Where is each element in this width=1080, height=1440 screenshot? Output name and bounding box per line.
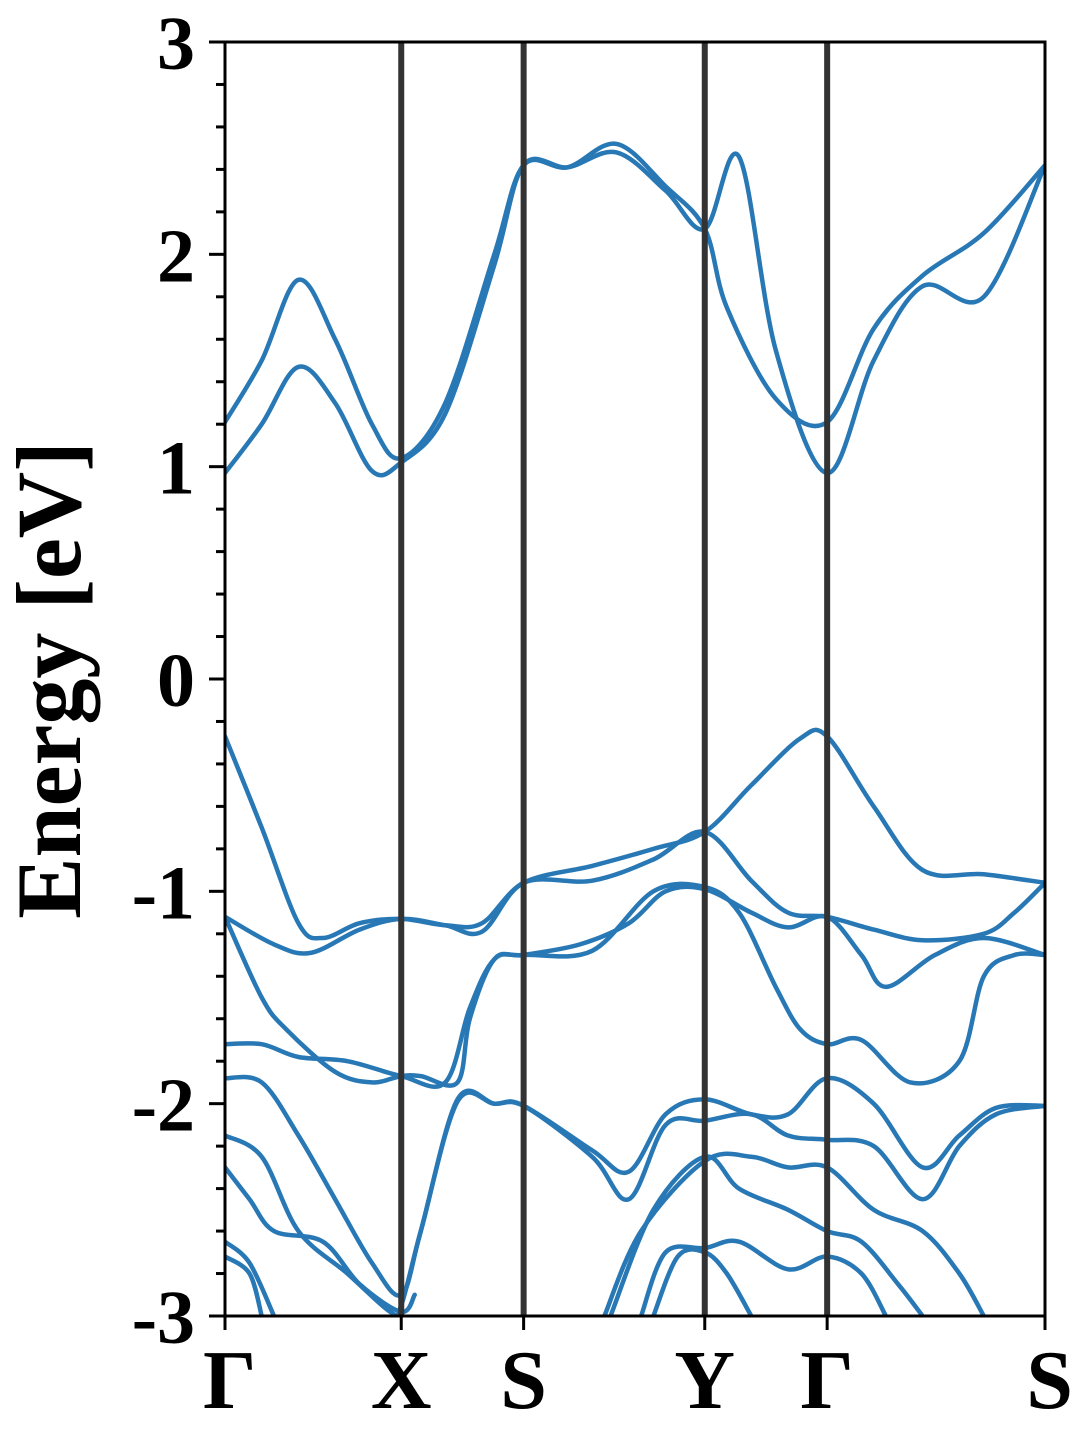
y-tick-label: -3: [132, 1276, 195, 1360]
band-line-11: [225, 1254, 264, 1316]
x-tick-label-1: Γ: [203, 1334, 256, 1427]
band-line-1: [225, 141, 1045, 461]
band-line-2: [225, 149, 1045, 478]
y-tick-label: 0: [157, 639, 195, 723]
bands-layer: [225, 141, 1045, 1316]
y-tick-label: 3: [157, 2, 195, 86]
k-point-lines-layer: [398, 42, 831, 1316]
ticks-layer: [209, 40, 1047, 1330]
band-line-4: [225, 829, 1045, 956]
y-tick-label: 2: [157, 214, 195, 298]
y-tick-label: 1: [157, 427, 195, 511]
x-tick-label-3: S: [500, 1334, 547, 1427]
band-line-3: [225, 727, 1045, 941]
x-tick-label-5: Γ: [800, 1334, 853, 1427]
x-tick-label-2: X: [371, 1334, 432, 1427]
y-axis-title: Energy [eV]: [0, 441, 100, 919]
y-tick-label: -2: [132, 1064, 195, 1148]
band-line-5: [225, 884, 1045, 1088]
y-tick-label: -1: [132, 851, 195, 935]
x-tick-label-4: Y: [674, 1334, 735, 1427]
band-line-13: [608, 1154, 925, 1316]
band-line-10: [225, 1239, 277, 1316]
band-line-6: [225, 881, 1045, 1089]
band-line-7: [225, 1074, 1045, 1298]
x-tick-label-6: S: [1026, 1334, 1073, 1427]
band-line-12: [602, 1151, 987, 1316]
band-line-8: [225, 1090, 1045, 1316]
plot-frame: [223, 40, 1047, 1318]
band-line-14: [638, 1238, 889, 1316]
